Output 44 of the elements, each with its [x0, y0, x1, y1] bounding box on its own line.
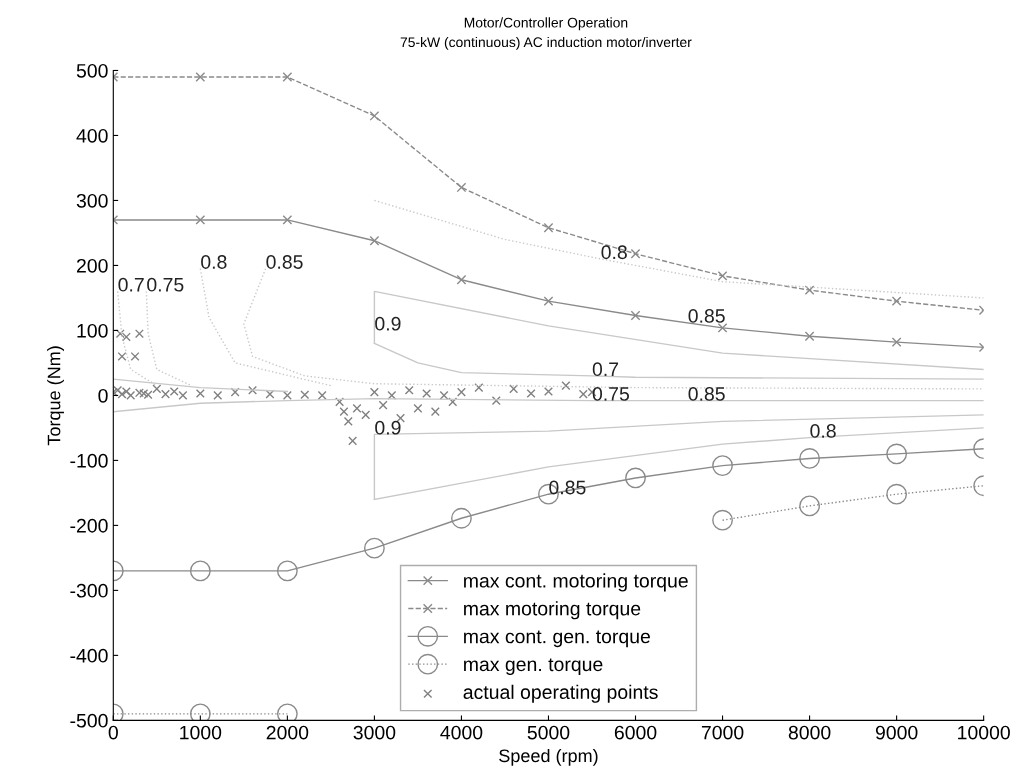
legend-label: max cont. motoring torque	[464, 573, 688, 592]
y-tick-label: 200	[76, 258, 108, 273]
x-axis-title: Speed (rpm)	[499, 748, 598, 766]
annotation: 0.85	[549, 480, 586, 495]
chart-subtitle: 75-kW (continuous) AC induction motor/inverter	[400, 36, 692, 50]
x-tick-label: 8000	[788, 725, 831, 740]
annotation: 0.75	[592, 387, 630, 401]
y-tick-label: 0	[98, 388, 108, 403]
annotation: 0.75	[147, 277, 184, 292]
y-tick-label: -200	[70, 518, 108, 533]
x-tick-label: 0	[108, 725, 118, 740]
annotation: 0.85	[266, 255, 303, 269]
legend-label: actual operating points	[463, 684, 658, 703]
annotation: 0.7	[592, 362, 619, 377]
y-tick-label: 500	[76, 63, 108, 78]
y-tick-label: 100	[77, 323, 108, 338]
annotation: 0.7	[118, 277, 144, 292]
x-tick-label: 10000	[958, 725, 1010, 740]
x-tick-label: 3000	[353, 725, 396, 740]
annotation: 0.85	[688, 309, 725, 323]
x-tick-label: 4000	[440, 725, 483, 740]
annotation: 0.85	[688, 387, 725, 401]
legend-label: max gen. torque	[464, 658, 603, 676]
y-tick-label: -500	[70, 713, 108, 728]
y-tick-label: 300	[76, 193, 108, 208]
y-tick-label: -400	[70, 648, 108, 663]
y-axis-title: Torque (Nm)	[47, 346, 64, 446]
annotation: 0.9	[375, 316, 401, 331]
annotation: 0.8	[601, 245, 627, 260]
legend-label: max motoring torque	[464, 601, 641, 620]
x-tick-label: 6000	[614, 725, 657, 740]
x-tick-label: 7000	[701, 725, 744, 740]
x-tick-label: 2000	[266, 725, 309, 740]
annotation: 0.9	[375, 420, 401, 435]
x-tick-label: 5000	[527, 725, 570, 740]
y-tick-label: -300	[70, 583, 108, 598]
y-tick-label: -100	[70, 453, 108, 468]
y-tick-label: 400	[76, 128, 108, 143]
legend-label: max cont. gen. torque	[464, 630, 650, 648]
x-tick-label: 9000	[875, 725, 918, 740]
annotation: 0.8	[201, 255, 227, 269]
annotation: 0.8	[810, 424, 836, 438]
chart-title: Motor/Controller Operation	[464, 17, 628, 31]
x-tick-label: 1000	[180, 725, 222, 740]
